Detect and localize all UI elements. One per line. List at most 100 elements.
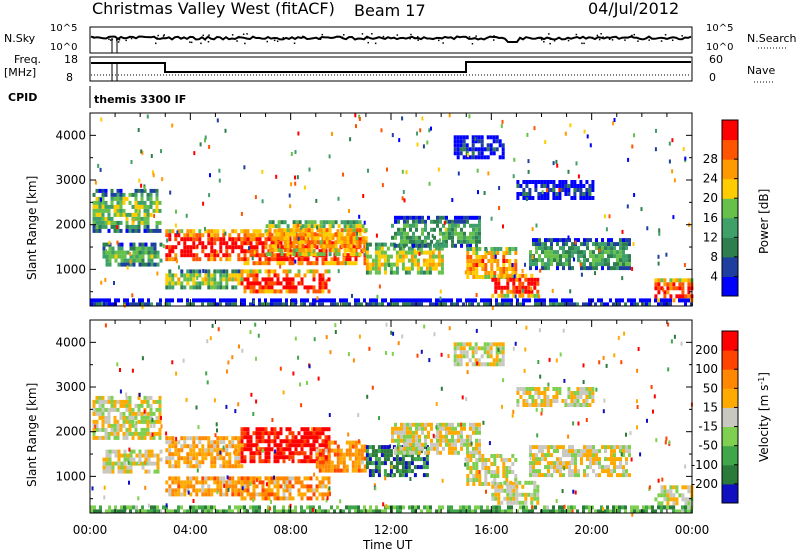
range-gate-cell bbox=[352, 220, 356, 225]
range-gate-cell bbox=[395, 270, 399, 275]
range-gate-cell bbox=[660, 509, 663, 514]
range-gate-cell bbox=[276, 253, 280, 258]
range-gate-cell bbox=[468, 298, 471, 303]
range-gate-cell bbox=[123, 461, 127, 466]
range-gate-cell bbox=[210, 253, 214, 258]
range-gate-cell bbox=[628, 238, 631, 243]
scatter-region bbox=[92, 188, 162, 233]
range-gate-cell bbox=[107, 435, 111, 440]
range-gate-cell bbox=[231, 444, 235, 449]
range-gate-cell bbox=[472, 446, 475, 451]
range-gate-cell bbox=[104, 399, 108, 404]
range-gate-cell bbox=[506, 281, 510, 286]
range-gate-cell bbox=[261, 253, 265, 258]
range-gate-cell bbox=[645, 302, 648, 307]
range-gate-cell bbox=[171, 492, 175, 497]
range-gate-cell bbox=[622, 465, 625, 470]
range-gate-cell bbox=[183, 509, 186, 514]
range-gate-cell bbox=[570, 391, 574, 395]
range-gate-cell bbox=[180, 448, 184, 453]
noise-cell bbox=[131, 293, 134, 298]
range-gate-cell bbox=[327, 456, 331, 461]
range-gate-cell bbox=[288, 257, 292, 262]
range-gate-cell bbox=[101, 220, 105, 225]
range-gate-cell bbox=[183, 277, 187, 282]
range-gate-cell bbox=[365, 262, 369, 267]
range-gate-cell bbox=[497, 492, 501, 497]
range-gate-cell bbox=[298, 224, 302, 229]
range-gate-cell bbox=[463, 215, 466, 220]
range-gate-cell bbox=[186, 281, 190, 286]
range-gate-cell bbox=[537, 192, 541, 196]
range-gate-cell bbox=[422, 262, 426, 267]
range-gate-cell bbox=[300, 492, 304, 497]
range-gate-cell bbox=[174, 281, 178, 286]
noise-cell bbox=[116, 240, 119, 245]
range-gate-cell bbox=[312, 285, 316, 290]
range-gate-cell bbox=[410, 250, 414, 255]
range-gate-cell bbox=[573, 395, 577, 399]
range-gate-cell bbox=[549, 302, 552, 307]
noise-cell bbox=[315, 198, 318, 203]
range-gate-cell bbox=[493, 275, 497, 279]
noise-cell bbox=[501, 404, 503, 409]
range-gate-cell bbox=[619, 473, 622, 478]
range-gate-cell bbox=[165, 460, 169, 465]
range-gate-cell bbox=[453, 151, 457, 156]
range-gate-cell bbox=[113, 228, 117, 233]
range-gate-cell bbox=[144, 246, 148, 251]
range-gate-cell bbox=[216, 476, 220, 481]
range-gate-cell bbox=[138, 457, 142, 462]
range-gate-cell bbox=[243, 253, 247, 258]
range-gate-cell bbox=[552, 387, 556, 391]
range-gate-cell bbox=[651, 509, 654, 514]
range-gate-cell bbox=[504, 298, 507, 303]
range-gate-cell bbox=[354, 452, 358, 457]
range-gate-cell bbox=[333, 302, 336, 307]
range-gate-cell bbox=[434, 266, 438, 271]
range-gate-cell bbox=[116, 188, 120, 193]
range-gate-cell bbox=[613, 465, 616, 470]
range-gate-cell bbox=[435, 298, 438, 303]
range-gate-cell bbox=[454, 227, 457, 232]
range-gate-cell bbox=[465, 505, 468, 510]
range-gate-cell bbox=[192, 277, 196, 282]
range-gate-cell bbox=[531, 196, 535, 200]
range-gate-cell bbox=[371, 449, 375, 454]
range-gate-cell bbox=[313, 240, 317, 245]
range-gate-cell bbox=[577, 473, 580, 478]
range-gate-cell bbox=[174, 448, 178, 453]
range-gate-cell bbox=[318, 505, 321, 510]
range-gate-cell bbox=[499, 482, 503, 486]
range-gate-cell bbox=[152, 208, 156, 213]
range-gate-cell bbox=[672, 485, 676, 490]
range-gate-cell bbox=[117, 465, 121, 470]
range-gate-cell bbox=[134, 228, 138, 233]
nsky-sample bbox=[282, 37, 284, 39]
range-gate-cell bbox=[219, 440, 223, 445]
range-gate-cell bbox=[322, 244, 326, 249]
range-gate-cell bbox=[424, 422, 427, 427]
range-gate-cell bbox=[318, 302, 321, 307]
range-gate-cell bbox=[174, 233, 178, 238]
range-gate-cell bbox=[448, 446, 451, 451]
range-gate-cell bbox=[600, 298, 603, 303]
range-gate-cell bbox=[483, 342, 487, 347]
range-gate-cell bbox=[454, 223, 457, 228]
range-gate-cell bbox=[589, 449, 592, 454]
range-gate-cell bbox=[553, 254, 556, 259]
range-gate-cell bbox=[104, 435, 108, 440]
range-gate-cell bbox=[331, 236, 335, 241]
range-gate-cell bbox=[633, 302, 636, 307]
range-gate-cell bbox=[448, 426, 451, 431]
range-gate-cell bbox=[283, 236, 287, 241]
range-gate-cell bbox=[297, 492, 301, 497]
range-gate-cell bbox=[607, 457, 610, 462]
range-gate-cell bbox=[441, 302, 444, 307]
range-gate-cell bbox=[416, 250, 420, 255]
range-gate-cell bbox=[413, 457, 417, 462]
range-gate-cell bbox=[439, 219, 442, 224]
range-gate-cell bbox=[380, 445, 384, 450]
range-gate-cell bbox=[580, 250, 583, 255]
range-gate-cell bbox=[574, 250, 577, 255]
